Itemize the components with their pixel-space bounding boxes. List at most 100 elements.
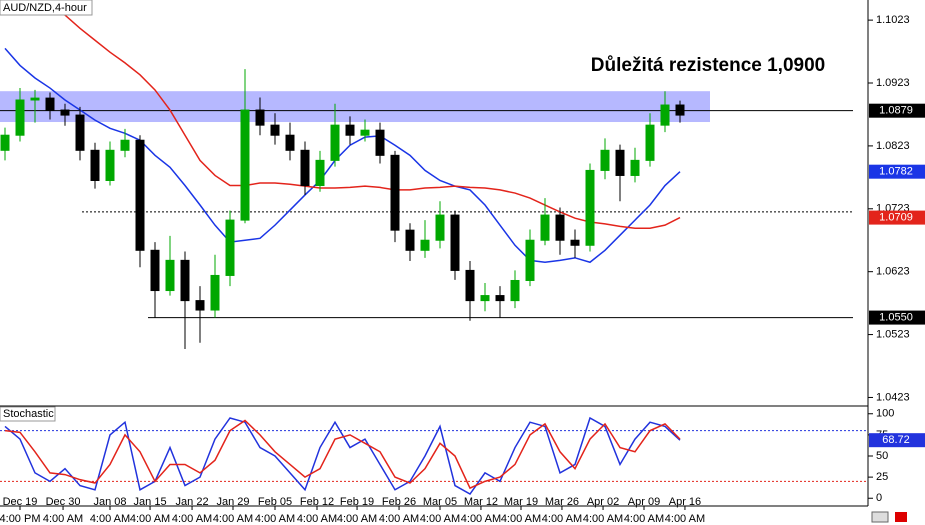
y-tick-label: 1.0423: [876, 391, 910, 403]
y-tick-label: 50: [876, 450, 888, 462]
time-label: 4:00 AM: [90, 513, 130, 525]
candle-body: [390, 154, 400, 231]
candle-body: [510, 279, 520, 302]
time-label: 4:00 AM: [130, 513, 170, 525]
candle-body: [300, 149, 310, 187]
time-label: 4:00 AM: [420, 513, 460, 525]
moving-average: [4, 47, 681, 264]
close-icon[interactable]: [895, 512, 907, 522]
indicator-line: [4, 419, 681, 490]
time-label: 4:00 AM: [501, 513, 541, 525]
time-label: 4:00 AM: [43, 513, 83, 525]
x-tick-label: Jan 15: [134, 496, 167, 508]
y-tick-label: 1.0523: [876, 328, 910, 340]
candle-body: [555, 214, 565, 241]
time-label: 4:00 AM: [337, 513, 377, 525]
x-tick-label: Feb 19: [340, 496, 374, 508]
candle-body: [120, 139, 130, 151]
candle-body: [315, 159, 325, 187]
candle-body: [615, 149, 625, 176]
y-tick-label: 1.0623: [876, 266, 910, 278]
x-tick-label: Feb 26: [382, 496, 416, 508]
y-tick-label: 25: [876, 471, 888, 483]
x-tick-label: Mar 12: [464, 496, 498, 508]
x-tick-label: Mar 05: [423, 496, 457, 508]
x-tick-label: Mar 19: [504, 496, 538, 508]
annotation: Důležitá rezistence 1,0900: [591, 55, 825, 76]
candle-body: [420, 239, 430, 251]
chart-title: AUD/NZD,4-hour: [3, 2, 87, 14]
candle-body: [90, 149, 100, 181]
x-tick-label: Jan 29: [216, 496, 249, 508]
candle-body: [105, 149, 115, 181]
candle-body: [60, 109, 70, 116]
resistance-zone: [0, 91, 710, 123]
candle-body: [435, 214, 445, 241]
y-tick-label: 1.0923: [876, 77, 910, 89]
candle-body: [675, 104, 685, 116]
time-label: 4:00 AM: [624, 513, 664, 525]
y-tick-label: 0: [876, 492, 882, 504]
candle-body: [0, 134, 10, 151]
candle-body: [525, 239, 535, 281]
candle-body: [45, 97, 55, 111]
price-tag: [869, 310, 925, 325]
price-tag: [869, 103, 925, 118]
time-label: 4:00 AM: [297, 513, 337, 525]
candle-body: [570, 239, 580, 246]
candle-body: [645, 124, 655, 161]
price-tag-label: 1.0709: [879, 211, 913, 223]
candle-body: [285, 134, 295, 151]
x-tick-label: Feb 05: [258, 496, 292, 508]
candle-body: [405, 229, 415, 251]
moving-average: [49, 4, 681, 230]
candle-body: [375, 129, 385, 156]
x-tick-label: Jan 08: [93, 496, 126, 508]
candle-body: [135, 139, 145, 251]
time-label: 4:00 AM: [583, 513, 623, 525]
candle-body: [600, 149, 610, 171]
candle-body: [480, 295, 490, 302]
x-tick-label: Mar 26: [545, 496, 579, 508]
title-box: [0, 0, 93, 16]
time-label: 4:00 AM: [665, 513, 705, 525]
x-tick-label: Jan 22: [176, 496, 209, 508]
x-tick-label: Feb 12: [300, 496, 334, 508]
x-tick-label: Apr 16: [669, 496, 701, 508]
time-label: 4:00 AM: [213, 513, 253, 525]
scroll-icon[interactable]: [871, 511, 889, 523]
candle-body: [345, 124, 355, 136]
x-tick-label: Dec 30: [46, 496, 81, 508]
price-tag: [869, 210, 925, 225]
candle-body: [585, 169, 595, 246]
indicator-title: Stochastic: [3, 408, 54, 420]
candle-body: [180, 259, 190, 302]
candle-body: [465, 269, 475, 302]
time-label: 4:00 AM: [255, 513, 295, 525]
time-label: 4:00 AM: [172, 513, 212, 525]
price-tag-label: 1.0550: [879, 311, 913, 323]
candle-body: [30, 97, 40, 101]
price-tag: [869, 433, 925, 448]
indicator-title-box: [0, 406, 56, 422]
x-tick-label: Dec 19: [3, 496, 38, 508]
y-tick-label: 1.1023: [876, 14, 910, 26]
price-tag-label: 68.72: [882, 434, 910, 446]
candle-body: [240, 109, 250, 221]
candle-body: [150, 249, 160, 292]
candle-body: [195, 300, 205, 311]
y-tick-label: 1.0823: [876, 140, 910, 152]
y-tick-label: 100: [876, 408, 894, 420]
candle-body: [270, 124, 280, 136]
price-tag-label: 1.0879: [879, 105, 913, 117]
candle-body: [330, 124, 340, 161]
candle-body: [630, 159, 640, 176]
price-tag-label: 1.0782: [879, 166, 913, 178]
candle-body: [495, 295, 505, 302]
candle-body: [450, 214, 460, 271]
indicator-line: [4, 416, 681, 496]
candle-body: [255, 109, 265, 126]
x-tick-label: Apr 02: [587, 496, 619, 508]
